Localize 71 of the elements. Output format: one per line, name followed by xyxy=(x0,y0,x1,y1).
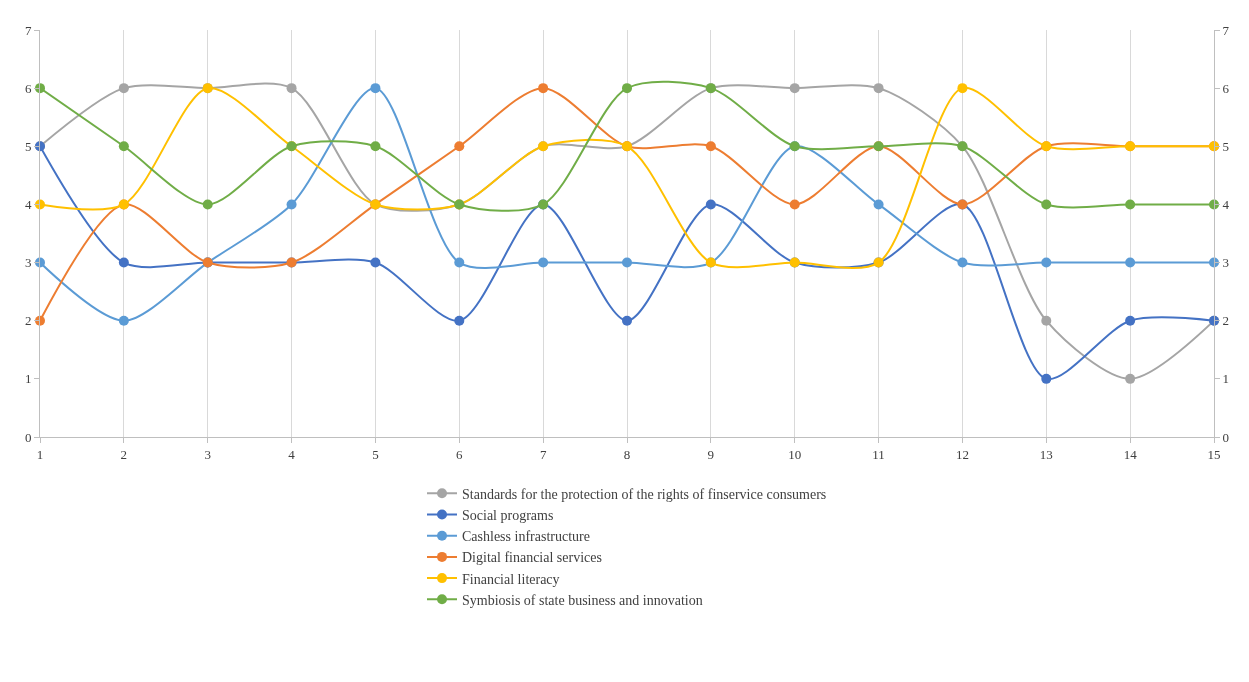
y2-tick-label: 5 xyxy=(1222,138,1230,154)
point xyxy=(202,199,213,210)
legend-label: Financial literacy xyxy=(462,571,560,587)
x-tick-label: 10 xyxy=(788,446,802,462)
legend-label: Digital financial services xyxy=(462,550,602,566)
point xyxy=(454,315,465,326)
y-tick-label: 1 xyxy=(24,371,32,387)
point xyxy=(118,141,129,152)
point xyxy=(622,257,632,268)
point xyxy=(370,83,381,94)
point xyxy=(705,141,716,152)
y2-tick-label: 7 xyxy=(1222,22,1230,38)
point xyxy=(454,141,465,152)
y-tick-label: 6 xyxy=(24,80,32,96)
x-tick-label: 11 xyxy=(872,446,885,462)
point xyxy=(622,83,632,94)
point xyxy=(538,83,549,94)
point xyxy=(957,83,968,94)
point xyxy=(789,199,800,210)
point xyxy=(370,141,381,152)
y2-tick-label: 4 xyxy=(1222,196,1230,212)
point xyxy=(1041,199,1052,210)
point xyxy=(1125,257,1136,268)
y2-tick-label: 1 xyxy=(1222,371,1230,387)
point xyxy=(622,315,632,326)
y-tick-label: 3 xyxy=(24,255,32,271)
point xyxy=(1041,373,1052,384)
legend-label: Standards for the protection of the rights of finservice consumers xyxy=(462,486,827,502)
y2-tick-label: 6 xyxy=(1222,80,1230,96)
legend-label: Cashless infrastructure xyxy=(462,529,590,545)
legend-label: Symbiosis of state business and innovation xyxy=(462,592,703,608)
point xyxy=(1041,257,1052,268)
y2-tick-label: 0 xyxy=(1222,429,1230,445)
x-tick-label: 2 xyxy=(120,446,128,462)
y2-tick-label: 2 xyxy=(1222,313,1230,329)
point xyxy=(873,199,884,210)
point xyxy=(118,83,129,94)
x-tick-label: 12 xyxy=(955,446,969,462)
point xyxy=(1125,199,1136,210)
point xyxy=(538,257,549,268)
point xyxy=(1125,373,1136,384)
x-tick-label: 3 xyxy=(204,446,211,462)
point xyxy=(286,83,297,94)
x-tick-label: 13 xyxy=(1039,446,1053,462)
y-tick-label: 2 xyxy=(24,313,32,329)
x-tick-label: 9 xyxy=(707,446,715,462)
y2-tick-label: 3 xyxy=(1222,255,1230,271)
point xyxy=(118,257,129,268)
point xyxy=(789,83,800,94)
point xyxy=(286,199,297,210)
point xyxy=(454,257,465,268)
point xyxy=(873,83,884,94)
point xyxy=(118,315,129,326)
point xyxy=(370,257,381,268)
point xyxy=(1041,315,1052,326)
x-tick-label: 14 xyxy=(1123,446,1138,462)
point xyxy=(957,257,968,268)
x-tick-label: 7 xyxy=(539,446,547,462)
x-tick-label: 8 xyxy=(623,446,631,462)
y-tick-label: 4 xyxy=(24,196,32,212)
x-tick-label: 5 xyxy=(372,446,379,462)
y-tick-label: 5 xyxy=(24,138,32,154)
y-tick-label: 7 xyxy=(24,22,32,38)
legend-label: Social programs xyxy=(462,507,554,523)
x-tick-label: 4 xyxy=(288,446,296,462)
x-tick-label: 6 xyxy=(456,446,464,462)
x-tick-label: 1 xyxy=(36,446,44,462)
y-tick-label: 0 xyxy=(24,429,32,445)
point xyxy=(1125,315,1136,326)
point xyxy=(705,199,716,210)
x-tick-label: 15 xyxy=(1207,446,1221,462)
